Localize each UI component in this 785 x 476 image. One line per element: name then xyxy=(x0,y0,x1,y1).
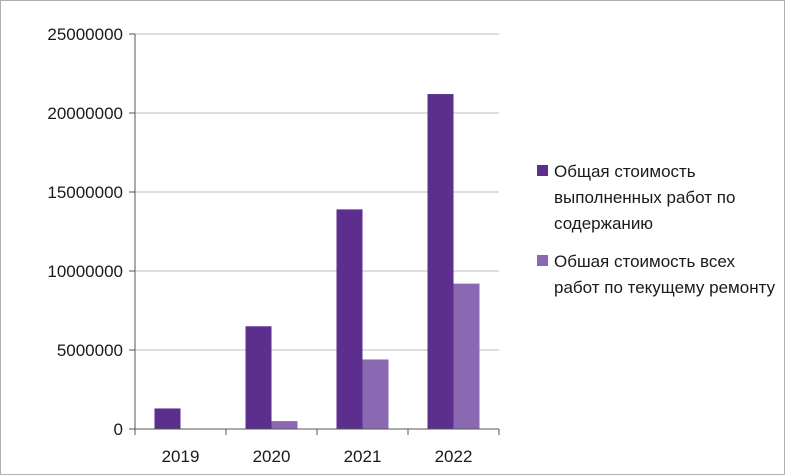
y-tick-label: 25000000 xyxy=(47,25,123,44)
y-axis-ticks: 0 5000000 10000000 15000000 20000000 25000000 xyxy=(47,25,135,439)
legend-item-maintenance: Общая стоимость выполненных работ по сод… xyxy=(537,159,777,237)
x-tick-label: 2020 xyxy=(253,447,291,466)
y-tick-label: 5000000 xyxy=(57,341,123,360)
y-tick-label: 0 xyxy=(114,420,123,439)
bar-maintenance-2021 xyxy=(336,209,363,429)
y-tick-label: 20000000 xyxy=(47,104,123,123)
x-tick-label: 2022 xyxy=(435,447,473,466)
bar-maintenance-2020 xyxy=(245,326,272,429)
x-axis-ticks: 2019 2020 2021 2022 xyxy=(134,429,500,466)
legend-swatch-maintenance xyxy=(537,165,548,176)
legend-item-repair: Обшая стоимость всех работ по текущему р… xyxy=(537,249,777,301)
y-tick-label: 15000000 xyxy=(47,183,123,202)
legend: Общая стоимость выполненных работ по сод… xyxy=(537,159,777,313)
legend-label-maintenance: Общая стоимость выполненных работ по сод… xyxy=(554,162,736,233)
legend-swatch-repair xyxy=(537,255,548,266)
bars xyxy=(154,94,480,429)
x-tick-label: 2021 xyxy=(344,447,382,466)
bar-repair-2022 xyxy=(453,283,480,429)
bar-repair-2021 xyxy=(362,359,389,429)
y-tick-label: 10000000 xyxy=(47,262,123,281)
x-tick-label: 2019 xyxy=(162,447,200,466)
bar-maintenance-2022 xyxy=(427,94,454,429)
bar-maintenance-2019 xyxy=(154,408,181,429)
legend-label-repair: Обшая стоимость всех работ по текущему р… xyxy=(554,252,776,297)
bar-repair-2020 xyxy=(271,421,298,429)
